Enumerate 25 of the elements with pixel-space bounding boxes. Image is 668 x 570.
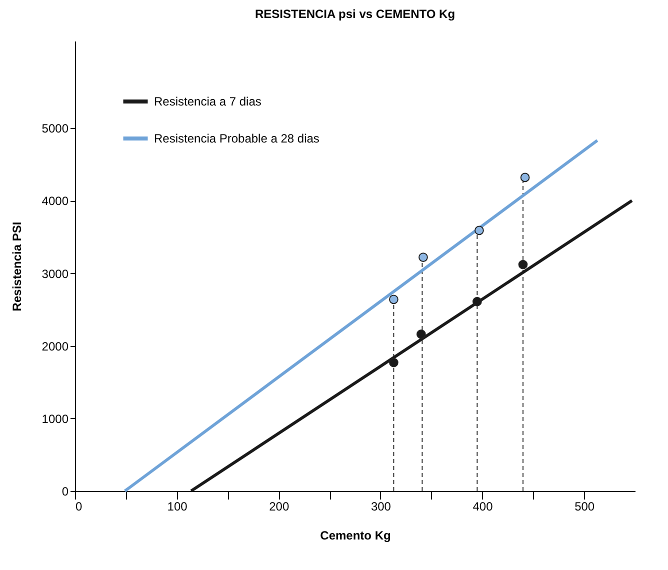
y-tick-label: 1000	[42, 412, 69, 426]
y-tick-label: 5000	[42, 122, 69, 136]
x-tick-label: 300	[370, 500, 392, 514]
point	[418, 252, 428, 262]
x-tick-label: 100	[167, 500, 188, 514]
y-tick-label: 0	[62, 484, 69, 498]
point	[389, 294, 398, 304]
point	[474, 226, 484, 236]
y-tick-label: 4000	[42, 194, 69, 208]
point	[416, 330, 426, 339]
point	[472, 296, 482, 306]
y-tick-label: 3000	[42, 266, 69, 281]
y-axis-title: Resistencia PSI	[10, 222, 24, 312]
point	[518, 260, 528, 270]
x-tick-label: 200	[269, 500, 290, 514]
legend-label: Resistencia Probable a 28 dias	[154, 132, 320, 146]
x-axis-title: Cemento Kg	[320, 528, 391, 542]
x-tick-label: 0	[76, 500, 82, 514]
chart-title: RESISTENCIA psi vs CEMENTO Kg	[254, 7, 456, 21]
y-tick-label: 2000	[42, 339, 69, 354]
x-tick-label: 500	[574, 500, 595, 514]
point	[389, 358, 398, 368]
legend-label: Resistencia a 7 dias	[154, 94, 262, 108]
point	[520, 172, 530, 182]
x-tick-label: 400	[472, 500, 494, 514]
